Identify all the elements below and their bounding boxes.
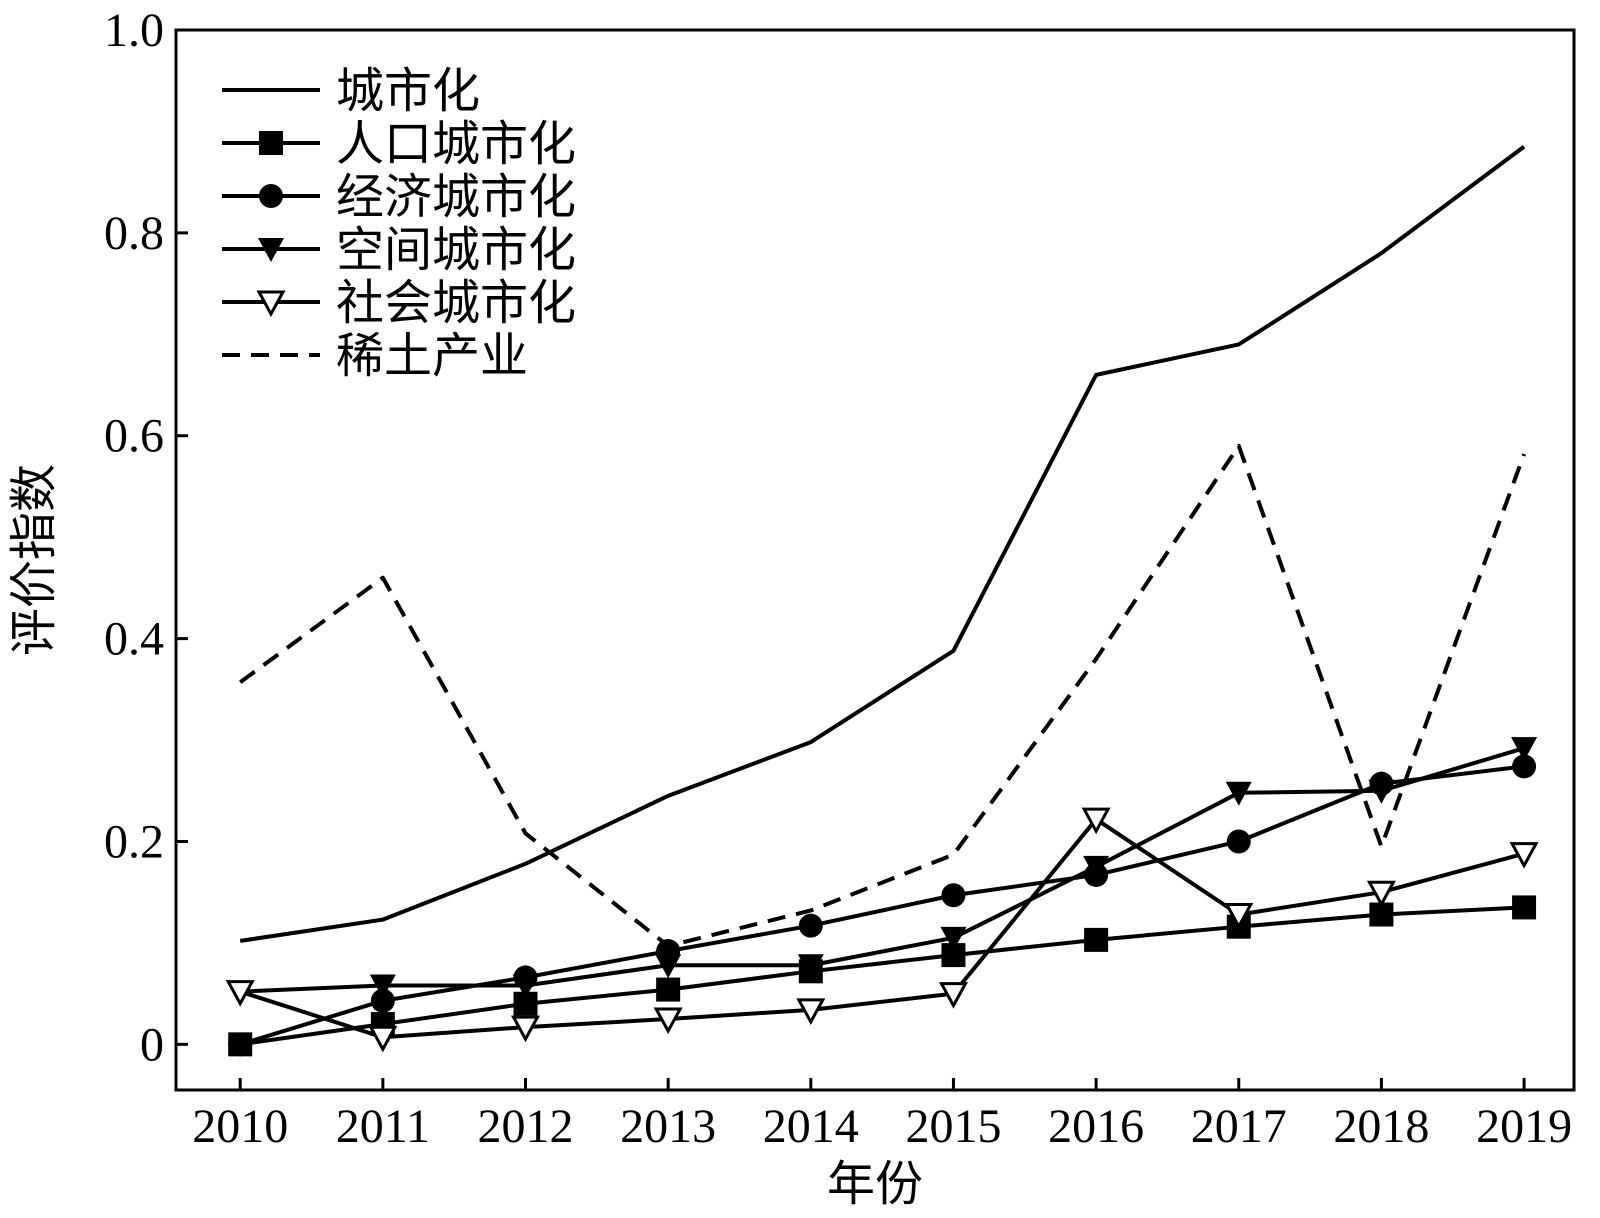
legend-label: 城市化 [336,65,480,118]
data-point [512,974,539,999]
data-point [656,977,681,1002]
data-point [1366,880,1396,908]
x-axis: 2010 2011 2012 2013 2014 2015 2016 2017 2018 2019 [192,1078,1572,1153]
data-point [510,1015,541,1043]
data-point [1084,927,1109,952]
data-point [1081,807,1111,835]
data-point [1225,781,1252,806]
y-tick-label: 0 [140,1018,164,1071]
x-tick-label: 2011 [336,1100,430,1153]
legend-marker [258,238,284,262]
data-point [369,974,396,999]
legend-item: 人口城市化 [222,118,576,171]
y-tick-label: 0.4 [104,613,164,666]
series-line [240,746,1525,994]
series-4 [227,737,1538,1005]
data-point [228,1032,253,1057]
plot-frame [174,28,1576,1092]
data-point [1511,737,1538,762]
series-2 [228,895,1537,1057]
legend-label: 经济城市化 [336,171,576,224]
series-1 [239,145,1526,943]
x-tick-label: 2018 [1333,1100,1429,1153]
legend-marker [256,290,286,318]
data-point [1368,779,1395,804]
data-point [370,988,395,1013]
y-tick-label: 1.0 [104,4,164,57]
x-tick-label: 2019 [1476,1100,1572,1153]
data-point [655,954,682,979]
data-point [796,998,826,1025]
legend-label: 社会城市化 [336,277,576,330]
data-point [1512,754,1537,779]
x-tick-label: 2013 [620,1100,716,1153]
series-line [239,905,1525,1047]
legend-marker [259,184,283,208]
data-point [798,913,823,938]
y-axis: 0 0.2 0.4 0.6 0.8 1.0 [104,4,188,1071]
data-point [653,1007,683,1035]
legend-item: 稀土产业 [222,330,528,383]
data-point [225,980,255,1007]
data-point [941,883,966,908]
data-point [1226,829,1251,854]
legend-label: 稀土产业 [336,330,528,383]
legend-label: 人口城市化 [336,118,576,171]
x-tick-label: 2012 [478,1100,574,1153]
x-tick-label: 2016 [1048,1100,1144,1153]
data-point [797,954,824,979]
legend-marker [259,131,283,155]
data-point [938,982,968,1009]
series-line [239,764,1525,1047]
data-point [1224,903,1254,930]
data-point [940,926,967,951]
y-axis-title: 评价指数 [8,464,61,656]
y-tick-label: 0.2 [104,815,164,868]
x-tick-label: 2014 [763,1100,859,1153]
legend-item: 空间城市化 [222,224,576,277]
series-line [239,817,1525,1040]
data-point [1083,855,1110,880]
y-tick-label: 0.8 [104,207,164,260]
x-axis-title: 年份 [827,1158,923,1211]
x-tick-label: 2017 [1191,1100,1287,1153]
x-tick-label: 2010 [192,1100,288,1153]
x-tick-label: 2015 [905,1100,1001,1153]
series-line [239,145,1526,943]
legend-item: 经济城市化 [222,171,576,224]
legend-item: 社会城市化 [222,277,576,330]
series-line [239,443,1526,948]
data-point [368,1025,398,1053]
y-tick-label: 0.6 [104,410,164,463]
series-5 [225,807,1539,1053]
series-layer [225,145,1539,1057]
legend-label: 空间城市化 [336,224,576,277]
data-point [1509,842,1539,869]
series-6 [239,443,1526,948]
legend-item: 城市化 [222,65,480,118]
data-point [1512,895,1537,920]
